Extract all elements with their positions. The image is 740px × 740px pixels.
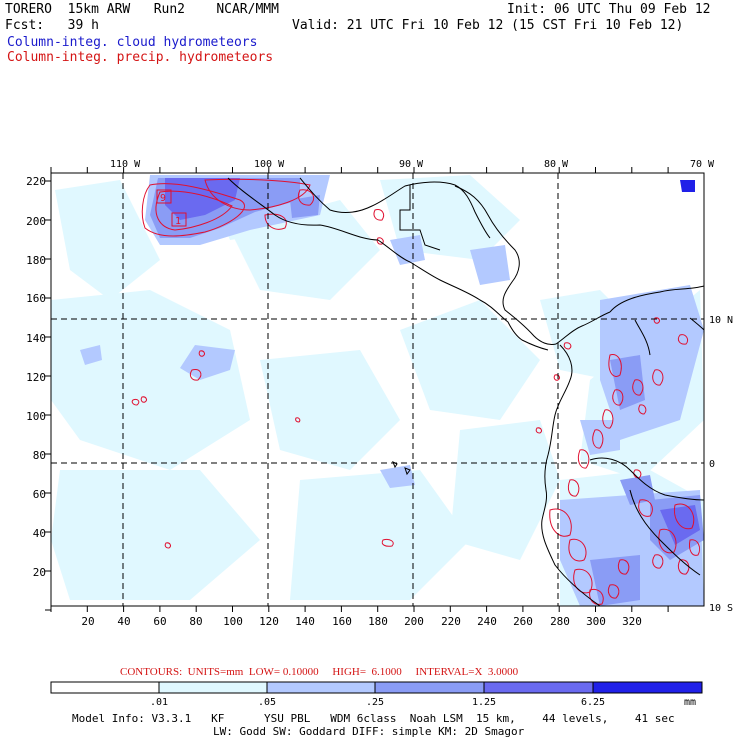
- field-label-precip: Column-integ. precip. hydrometeors: [7, 50, 274, 65]
- x-label: 280: [550, 615, 570, 628]
- y-label: 160: [26, 292, 46, 305]
- x-label: 240: [477, 615, 497, 628]
- lon-label-70w: 70 W: [690, 159, 715, 170]
- colorbar-bin: [266, 681, 376, 694]
- map-field: 9 1: [51, 173, 704, 606]
- y-label: 60: [33, 488, 46, 501]
- y-label: 180: [26, 254, 46, 267]
- x-label: 220: [441, 615, 461, 628]
- x-label: 180: [368, 615, 388, 628]
- highs-lows: 9 1: [156, 189, 187, 227]
- colorbar-label: .01: [150, 697, 168, 708]
- x-label: 100: [223, 615, 243, 628]
- x-label: 40: [117, 615, 130, 628]
- lat-label-0: 0: [709, 459, 715, 470]
- x-label: 120: [259, 615, 279, 628]
- y-label: 20: [33, 566, 46, 579]
- model-title: TORERO 15km ARW Run2 NCAR/MMM: [5, 2, 279, 17]
- x-label: 60: [153, 615, 166, 628]
- y-label: 220: [26, 175, 46, 188]
- forecast-hour: Fcst: 39 h: [5, 18, 99, 33]
- cloud-shading-darkest: [680, 180, 695, 192]
- y-label: 120: [26, 371, 46, 384]
- y-label: 140: [26, 332, 46, 345]
- x-label: 260: [513, 615, 533, 628]
- colorbar-bin: [158, 681, 268, 694]
- physics-info: LW: Godd SW: Goddard DIFF: simple KM: 2D…: [213, 725, 525, 738]
- colorbar-label: .05: [258, 697, 276, 708]
- colorbar-label: .25: [366, 697, 384, 708]
- colorbar-label: 1.25: [472, 697, 496, 708]
- coastlines: [227, 177, 704, 606]
- lon-labels: 110 W 100 W 90 W 80 W 70 W: [110, 159, 715, 170]
- x-axis-labels: 20 40 60 80 100 120 140 160 180 200 220 …: [81, 615, 642, 628]
- lat-label-10n: 10 N: [709, 315, 733, 326]
- x-label: 320: [622, 615, 642, 628]
- y-label: 80: [33, 449, 46, 462]
- lat-labels: 10 N 0 10 S: [709, 315, 733, 614]
- y-axis-labels: 220 200 180 160 140 120 100 80 60 40 20: [26, 175, 46, 579]
- colorbar-bin: [592, 681, 703, 694]
- lon-label-80w: 80 W: [544, 159, 569, 170]
- colorbar-bin: [374, 681, 485, 694]
- init-time: Init: 06 UTC Thu 09 Feb 12: [507, 2, 711, 17]
- valid-time: Valid: 21 UTC Fri 10 Feb 12 (15 CST Fri …: [292, 18, 684, 33]
- colorbar-label: 6.25: [581, 697, 605, 708]
- y-label: 100: [26, 410, 46, 423]
- x-label: 80: [189, 615, 202, 628]
- lon-label-100w: 100 W: [254, 159, 285, 170]
- lon-label-90w: 90 W: [399, 159, 424, 170]
- axis-ticks: [45, 167, 669, 612]
- y-label: 200: [26, 215, 46, 228]
- lat-lon-grid: [51, 173, 704, 606]
- contours-info: CONTOURS: UNITS=mm LOW= 0.10000 HIGH= 6.…: [120, 666, 519, 678]
- lat-label-10s: 10 S: [709, 603, 733, 614]
- min-marker: 1: [175, 216, 181, 227]
- precip-contours: [131, 178, 701, 605]
- x-label: 160: [332, 615, 352, 628]
- colorbar-bin: [483, 681, 594, 694]
- x-label: 140: [295, 615, 315, 628]
- colorbar: .01 .05 .25 1.25 6.25 mm: [50, 681, 703, 708]
- max-marker: 9: [160, 193, 166, 204]
- colorbar-bin: [50, 681, 160, 694]
- x-label: 300: [586, 615, 606, 628]
- field-label-cloud: Column-integ. cloud hydrometeors: [7, 35, 258, 50]
- y-label: 40: [33, 527, 46, 540]
- colorbar-unit: mm: [684, 697, 696, 708]
- model-info: Model Info: V3.3.1 KF YSU PBL WDM 6class…: [72, 712, 675, 725]
- x-label: 20: [81, 615, 94, 628]
- lon-label-110w: 110 W: [110, 159, 141, 170]
- x-label: 200: [404, 615, 424, 628]
